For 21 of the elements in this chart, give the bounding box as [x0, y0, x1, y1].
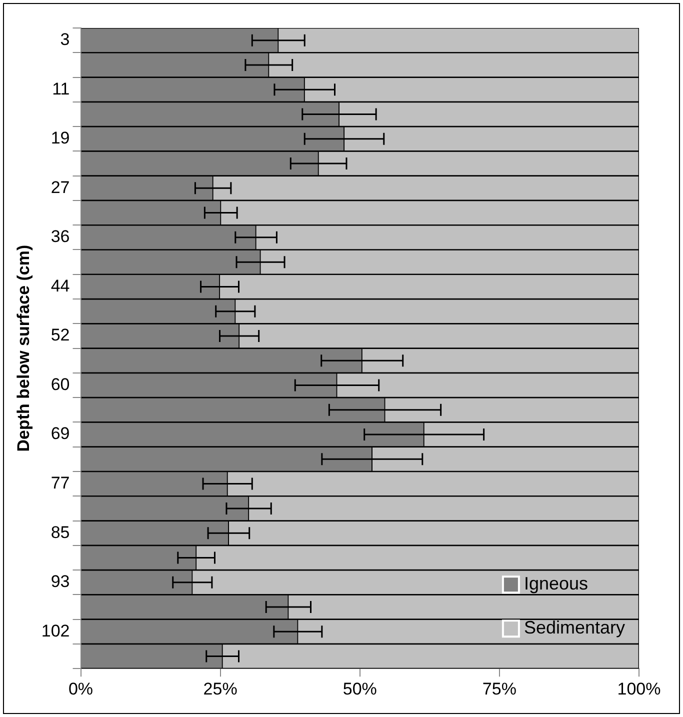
y-tick-label: 85	[50, 522, 70, 542]
x-tick-label: 75%	[482, 679, 516, 698]
y-tick-label: 93	[50, 572, 70, 592]
y-tick-label: 19	[50, 128, 70, 148]
y-tick-label: 52	[50, 326, 70, 345]
y-tick-label: 77	[50, 474, 70, 492]
y-axis-title: Depth below surface (cm)	[14, 244, 33, 452]
y-tick-label: 27	[50, 178, 70, 197]
y-tick-label: 36	[50, 227, 70, 246]
y-tick-label: 102	[41, 621, 70, 640]
y-tick-label: 69	[50, 424, 70, 444]
y-tick-label: 44	[50, 276, 70, 296]
y-tick-label: 60	[50, 374, 70, 394]
x-tick-label: 0%	[68, 679, 94, 698]
x-tick-label: 25%	[203, 679, 238, 698]
legend-label: Sedimentary	[524, 618, 626, 638]
y-tick-label: 3	[60, 30, 70, 50]
y-tick-label: 11	[52, 79, 70, 98]
x-tick-label: 100%	[617, 679, 661, 698]
x-tick-label: 50%	[342, 679, 377, 698]
legend-label: Igneous	[524, 574, 588, 594]
